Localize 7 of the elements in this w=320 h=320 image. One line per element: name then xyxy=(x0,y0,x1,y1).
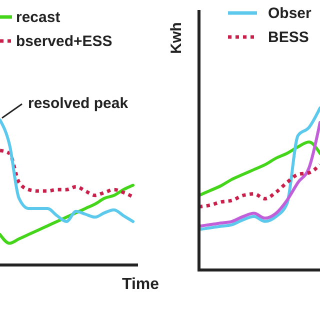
x-axis-title: Time xyxy=(122,276,160,293)
legend-label: Obser xyxy=(268,5,312,22)
legend-label: bserved+ESS xyxy=(16,33,112,50)
legend-label: recast xyxy=(16,9,60,26)
text: resolved peak xyxy=(28,95,129,112)
legend-label: BESS xyxy=(268,29,309,46)
y-axis-title: Kwh xyxy=(168,22,185,54)
